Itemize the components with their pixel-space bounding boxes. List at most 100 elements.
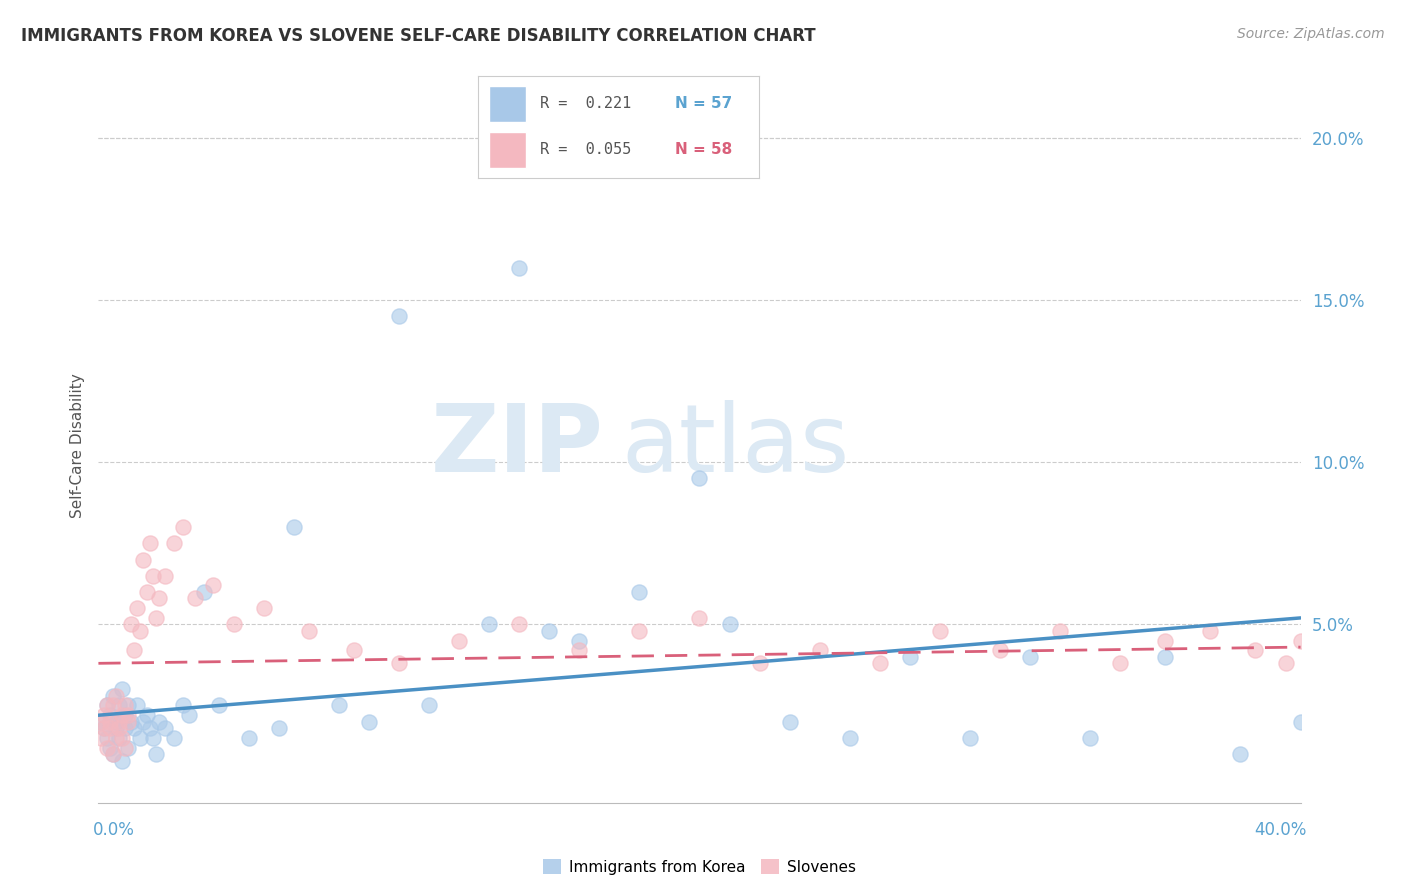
Point <box>162 731 184 745</box>
Point <box>357 714 380 729</box>
Point <box>208 698 231 713</box>
Point <box>193 585 215 599</box>
Text: ZIP: ZIP <box>430 400 603 492</box>
Point <box>114 721 136 735</box>
Point <box>135 708 157 723</box>
Point <box>628 585 651 599</box>
Point <box>148 714 170 729</box>
Point <box>1305 643 1327 657</box>
Point <box>153 721 176 735</box>
Text: N = 58: N = 58 <box>675 142 733 157</box>
FancyBboxPatch shape <box>489 132 526 168</box>
Point <box>267 721 290 735</box>
Text: N = 57: N = 57 <box>675 96 733 111</box>
Point <box>105 731 128 745</box>
Point <box>298 624 321 638</box>
Point <box>183 591 205 606</box>
Point <box>447 633 470 648</box>
Point <box>138 536 160 550</box>
Point <box>103 689 125 703</box>
Point <box>808 643 831 657</box>
Y-axis label: Self-Care Disability: Self-Care Disability <box>69 374 84 518</box>
Point <box>238 731 260 745</box>
Point <box>129 624 152 638</box>
Point <box>96 740 118 755</box>
Point <box>96 698 118 713</box>
Text: Source: ZipAtlas.com: Source: ZipAtlas.com <box>1237 27 1385 41</box>
Point <box>1274 657 1296 671</box>
Point <box>111 754 134 768</box>
Point <box>1154 649 1177 664</box>
Point <box>568 633 591 648</box>
Point <box>121 714 143 729</box>
Point <box>114 698 136 713</box>
Point <box>103 747 125 761</box>
Point <box>111 682 134 697</box>
Point <box>114 708 136 723</box>
Point <box>117 714 139 729</box>
Point <box>124 643 146 657</box>
Point <box>100 721 122 735</box>
Point <box>959 731 981 745</box>
Point <box>718 617 741 632</box>
Point <box>108 721 131 735</box>
Point <box>105 721 128 735</box>
Point <box>838 731 860 745</box>
Point <box>172 698 194 713</box>
Point <box>1019 649 1042 664</box>
Point <box>538 624 561 638</box>
Point <box>929 624 952 638</box>
Point <box>1199 624 1222 638</box>
Point <box>153 568 176 582</box>
Text: IMMIGRANTS FROM KOREA VS SLOVENE SELF-CARE DISABILITY CORRELATION CHART: IMMIGRANTS FROM KOREA VS SLOVENE SELF-CA… <box>21 27 815 45</box>
Text: atlas: atlas <box>621 400 849 492</box>
Point <box>145 747 167 761</box>
FancyBboxPatch shape <box>489 87 526 122</box>
Point <box>141 731 163 745</box>
Point <box>93 708 115 723</box>
Point <box>132 552 155 566</box>
Point <box>688 611 710 625</box>
Point <box>105 689 128 703</box>
Point <box>388 310 411 324</box>
Point <box>117 740 139 755</box>
Point <box>103 698 125 713</box>
Point <box>898 649 921 664</box>
Point <box>148 591 170 606</box>
Point <box>135 585 157 599</box>
Point <box>508 260 530 275</box>
Point <box>100 714 122 729</box>
Point <box>127 698 149 713</box>
Point <box>162 536 184 550</box>
Point <box>117 708 139 723</box>
Point <box>129 731 152 745</box>
Point <box>124 721 146 735</box>
Point <box>90 714 112 729</box>
Point <box>105 714 128 729</box>
Text: 0.0%: 0.0% <box>93 821 135 838</box>
Point <box>121 617 143 632</box>
Point <box>93 721 115 735</box>
Point <box>96 731 118 745</box>
Point <box>779 714 801 729</box>
Point <box>253 601 276 615</box>
Point <box>145 611 167 625</box>
Point <box>1109 657 1132 671</box>
Point <box>141 568 163 582</box>
Point <box>1078 731 1101 745</box>
Point <box>127 601 149 615</box>
Text: R =  0.221: R = 0.221 <box>540 96 631 111</box>
Point <box>100 740 122 755</box>
Point <box>988 643 1011 657</box>
Point <box>1244 643 1267 657</box>
Point <box>108 714 131 729</box>
Point <box>103 747 125 761</box>
Point <box>117 698 139 713</box>
Point <box>1154 633 1177 648</box>
Point <box>114 740 136 755</box>
Point <box>100 708 122 723</box>
Point <box>90 731 112 745</box>
Text: R =  0.055: R = 0.055 <box>540 142 631 157</box>
Point <box>628 624 651 638</box>
Point <box>343 643 366 657</box>
